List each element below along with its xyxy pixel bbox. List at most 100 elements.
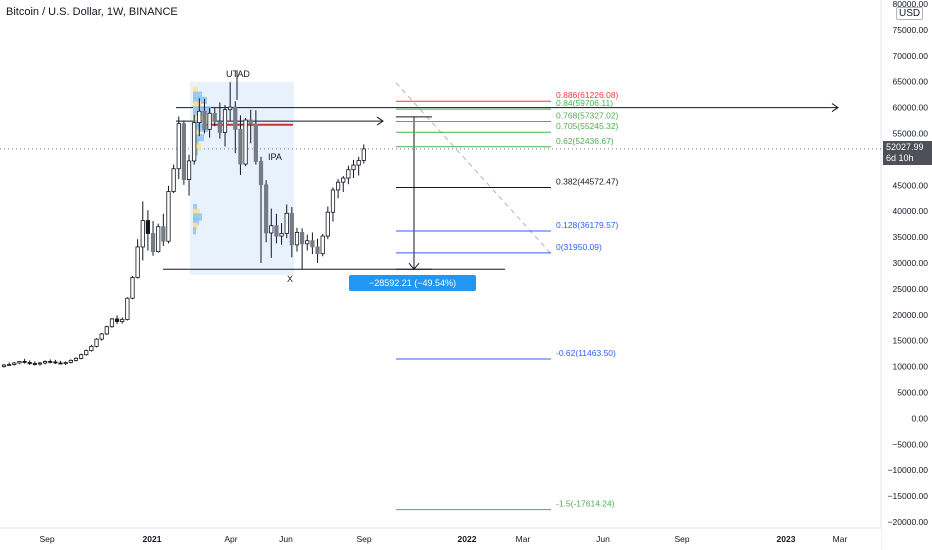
fib-retracement[interactable]: 0.886(61226.08)0.84(59706.11) 0.768(57327… <box>396 90 619 511</box>
candle-body <box>48 361 53 363</box>
candle-body <box>233 106 238 130</box>
candle-body <box>53 361 58 364</box>
time-tick-label: Sep <box>356 534 371 544</box>
candle-body <box>161 226 166 242</box>
candle-body <box>305 240 310 245</box>
time-tick-label: Jun <box>596 534 610 544</box>
volume-profile-bar <box>193 120 202 128</box>
candle-body <box>32 363 37 365</box>
price-tick-label: 55000.00 <box>893 129 929 139</box>
candle-body <box>135 246 140 278</box>
candle-body <box>356 160 361 166</box>
upper-arrow <box>376 116 384 126</box>
symbol-title[interactable]: Bitcoin / U.S. Dollar, 1W, BINANCE <box>6 6 178 18</box>
ipa-annotation: IPA <box>268 152 282 162</box>
fib-level-label: 0.128(36179.57) <box>556 220 619 230</box>
candle-body <box>94 338 99 347</box>
candle-body <box>125 297 130 320</box>
candle-body <box>274 225 279 237</box>
price-tick-label: 35000.00 <box>893 232 929 242</box>
time-axis[interactable]: Sep 2021 Apr Jun Sep 2022 Mar Jun Sep 2023 Mar <box>0 527 881 550</box>
candle-body <box>279 233 284 237</box>
candle-series <box>1 82 366 368</box>
price-tick-label: 0.00 <box>911 413 928 423</box>
candle-body <box>120 319 125 322</box>
candle-body <box>294 232 300 246</box>
volume-profile-bar <box>193 96 207 104</box>
candle-body <box>335 181 341 191</box>
volume-profile-bar <box>193 101 201 109</box>
candle-body <box>166 191 171 242</box>
volume-profile-bar <box>193 106 211 114</box>
time-tick-label: Sep <box>674 534 689 544</box>
candle-body <box>202 110 207 130</box>
volume-profile-bar <box>193 213 202 221</box>
candle-body <box>243 119 248 165</box>
candle-body <box>269 225 274 234</box>
fib-level-label: 0.84(59706.11) <box>556 98 613 108</box>
candle-body <box>114 318 120 322</box>
volume-profile-bar <box>193 91 202 99</box>
fib-level-label: 0(31950.09) <box>556 242 602 252</box>
candle-body <box>361 148 366 161</box>
candle-body <box>207 112 212 130</box>
candle-body <box>156 226 161 253</box>
candle-body <box>63 362 68 364</box>
candle-body <box>84 350 89 356</box>
currency-badge[interactable]: USD <box>896 7 924 20</box>
price-tick-label: 20000.00 <box>893 310 929 320</box>
volume-profile-bar <box>193 222 198 230</box>
candle-body <box>73 357 79 361</box>
last-price-tag: 52027.99 6d 10h <box>883 141 932 165</box>
candle-body <box>89 345 94 351</box>
candle-body <box>310 240 315 248</box>
candle-body <box>315 246 320 255</box>
time-axis-bg <box>0 528 881 550</box>
candle-body <box>1 364 7 367</box>
candle-body <box>258 161 264 186</box>
price-tick-label: 40000.00 <box>893 206 929 216</box>
candle-body <box>300 232 305 245</box>
price-tick-label: −20000.00 <box>888 517 929 527</box>
candle-body <box>130 277 135 299</box>
price-axis[interactable]: 80000.00 75000.00 70000.00 65000.00 60000.00… <box>880 0 932 550</box>
utad-annotation: UTAD <box>226 69 250 79</box>
dashed-trendline <box>395 82 552 255</box>
time-tick-label: 2022 <box>458 534 477 544</box>
candle-body <box>330 189 336 213</box>
volume-profile-bar <box>193 143 201 151</box>
candle-body <box>150 233 156 253</box>
candle-body <box>68 359 73 363</box>
volume-profile-bar <box>193 227 196 235</box>
candle-body <box>325 211 330 237</box>
candle-body <box>140 220 145 248</box>
time-tick-label: Jun <box>279 534 293 544</box>
candle-body <box>145 220 151 234</box>
candle-body <box>79 354 84 359</box>
candle-body <box>17 361 22 364</box>
candle-body <box>12 362 17 365</box>
price-tick-label: −15000.00 <box>888 491 929 501</box>
price-tick-label: 25000.00 <box>893 284 929 294</box>
time-tick-label: Apr <box>224 534 237 544</box>
candle-body <box>197 110 202 124</box>
candle-body <box>346 169 351 179</box>
fib-level-label: 0.886(61226.08) <box>556 90 619 100</box>
candle-body <box>43 361 48 364</box>
candle-body <box>27 362 32 364</box>
candle-body <box>58 362 63 365</box>
price-tick-label: 30000.00 <box>893 258 929 268</box>
candle-body <box>217 121 222 133</box>
fib-level-label: 0.705(55245.32) <box>556 121 619 131</box>
candle-body <box>212 112 217 122</box>
candle-body <box>228 106 233 111</box>
price-tick-label: 75000.00 <box>893 25 929 35</box>
candle-body <box>284 212 289 234</box>
candle-body <box>104 326 109 335</box>
time-tick-label: Mar <box>833 534 848 544</box>
volume-profile-bar <box>193 124 208 132</box>
candle-body <box>289 212 294 246</box>
price-tick-label: 65000.00 <box>893 77 929 87</box>
candle-body <box>99 333 104 340</box>
